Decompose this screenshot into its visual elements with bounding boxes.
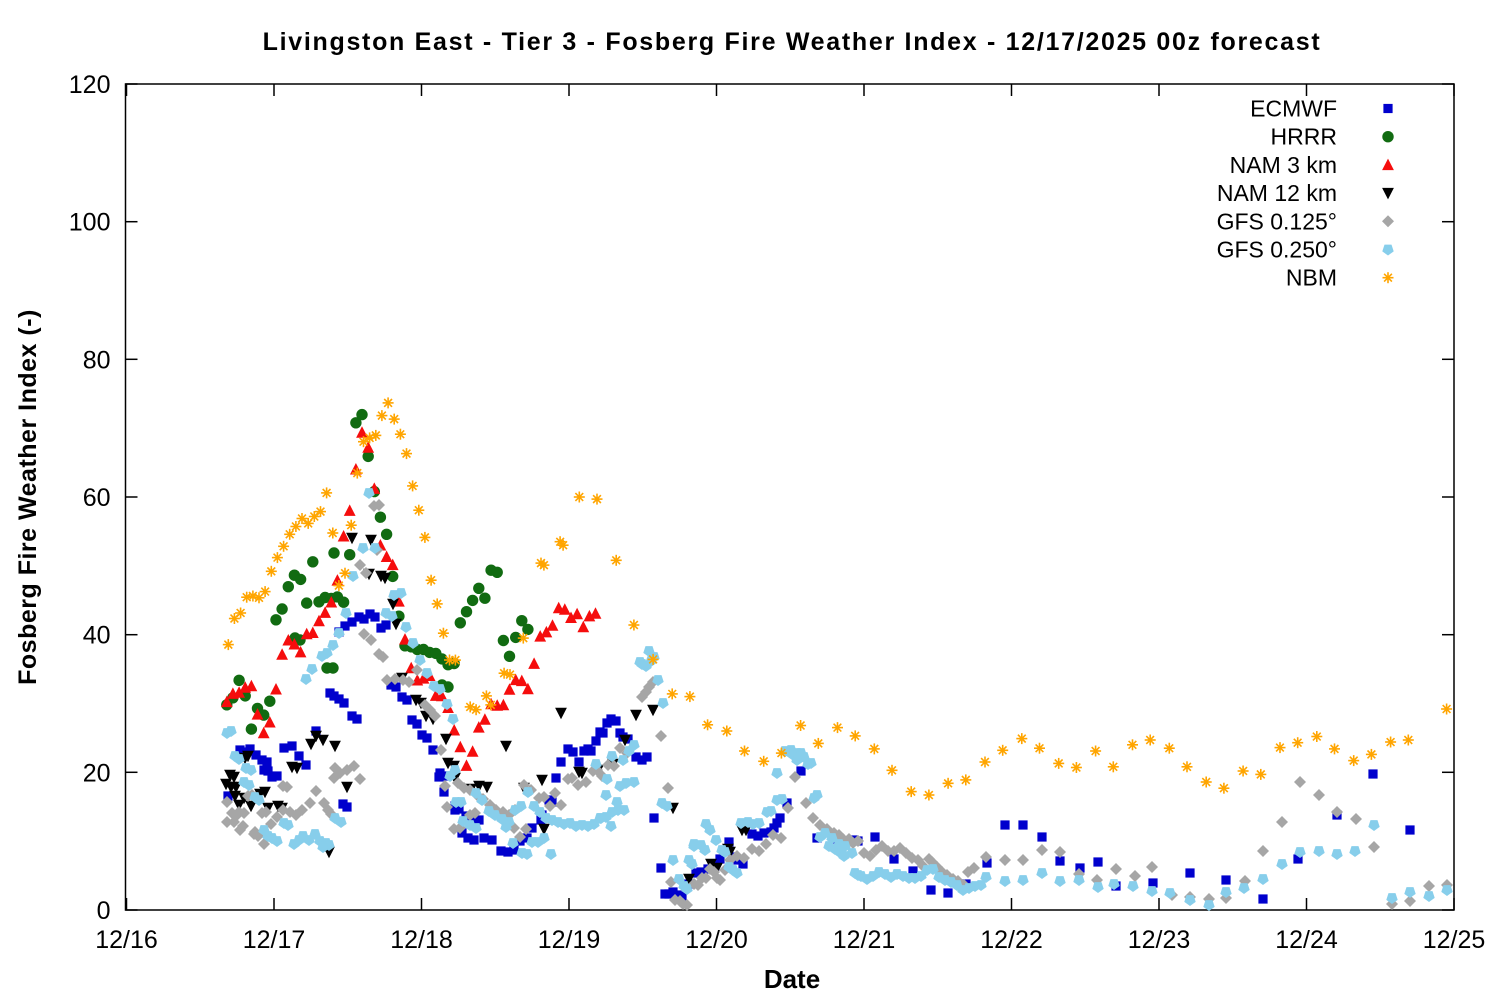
svg-text:NBM: NBM	[1286, 265, 1337, 291]
svg-text:12/17: 12/17	[243, 926, 306, 954]
svg-text:12/22: 12/22	[980, 926, 1043, 954]
svg-text:12/21: 12/21	[833, 926, 896, 954]
svg-text:NAM 3 km: NAM 3 km	[1230, 152, 1337, 178]
svg-text:80: 80	[83, 346, 111, 374]
svg-text:12/16: 12/16	[95, 926, 158, 954]
svg-text:Date: Date	[764, 964, 820, 994]
svg-text:12/20: 12/20	[685, 926, 748, 954]
svg-text:12/24: 12/24	[1275, 926, 1338, 954]
svg-text:40: 40	[83, 622, 111, 650]
svg-text:ECMWF: ECMWF	[1250, 96, 1337, 122]
svg-text:120: 120	[69, 71, 111, 99]
svg-text:HRRR: HRRR	[1271, 124, 1337, 150]
svg-text:GFS 0.250°: GFS 0.250°	[1217, 237, 1337, 263]
svg-text:Livingston East - Tier 3 - Fos: Livingston East - Tier 3 - Fosberg Fire …	[263, 28, 1322, 56]
svg-text:NAM 12 km: NAM 12 km	[1217, 180, 1337, 206]
svg-text:Fosberg Fire Weather Index (-): Fosberg Fire Weather Index (-)	[14, 309, 42, 685]
svg-text:12/18: 12/18	[390, 926, 453, 954]
svg-text:20: 20	[83, 759, 111, 787]
svg-text:0: 0	[97, 897, 111, 925]
svg-text:100: 100	[69, 209, 111, 237]
svg-text:12/19: 12/19	[538, 926, 601, 954]
svg-text:12/25: 12/25	[1423, 926, 1486, 954]
svg-text:GFS 0.125°: GFS 0.125°	[1217, 208, 1337, 234]
svg-text:12/23: 12/23	[1128, 926, 1191, 954]
svg-text:60: 60	[83, 484, 111, 512]
